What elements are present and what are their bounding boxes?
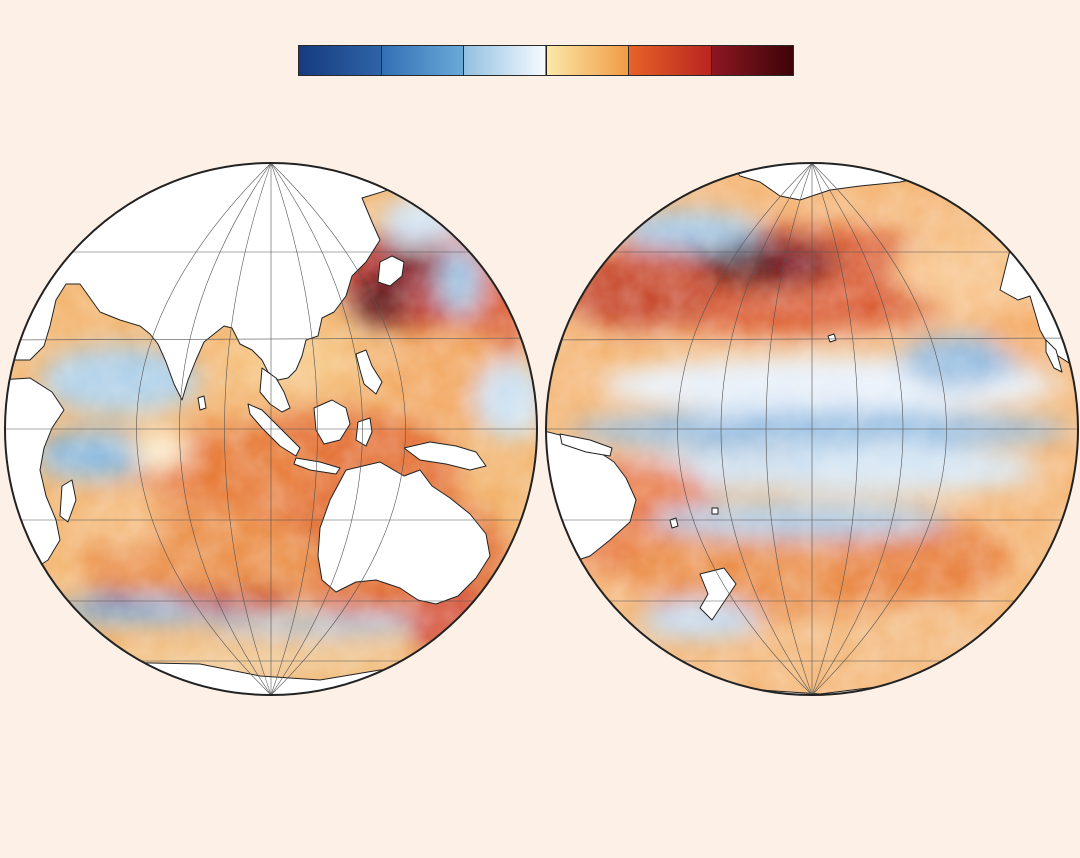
colorbar-segment-4: [545, 46, 628, 75]
globe-indian-pacific: [4, 162, 538, 696]
colorbar-segment-5: [628, 46, 711, 75]
globe-outline-left: [4, 162, 538, 696]
colorbar-segment-3: [463, 46, 546, 75]
globe-pacific: [545, 162, 1079, 696]
anomaly-colorbar: [298, 45, 794, 76]
land-left: [5, 163, 537, 695]
colorbar-zero-marker: [545, 46, 547, 75]
graticule-left: [5, 163, 537, 695]
colorbar-segment-1: [299, 46, 381, 75]
globe-outline-right: [545, 162, 1079, 696]
colorbar-segment-6: [710, 46, 793, 75]
colorbar-segment-2: [380, 46, 463, 75]
